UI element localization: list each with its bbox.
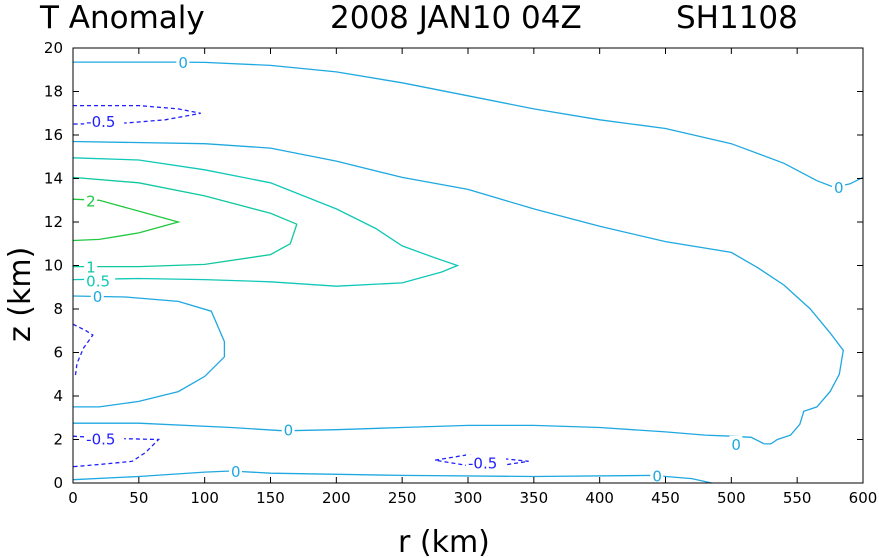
- contour-label-4-0: 0: [231, 463, 241, 481]
- x-tick-label-50: 50: [129, 489, 148, 507]
- y-tick-label-16: 16: [44, 126, 63, 144]
- contour-label-4-1: 0: [652, 467, 662, 485]
- contour-label-2-0: 0: [731, 436, 741, 454]
- contour-label-bg-2-0: [729, 435, 743, 452]
- contour-line-0: [73, 61, 864, 188]
- contour-label-6-0: 1: [86, 259, 96, 277]
- contour-line-6: [72, 176, 298, 268]
- x-tick-label-400: 400: [585, 489, 614, 507]
- x-axis-label: r (km): [398, 525, 490, 558]
- contour-line-4: [72, 470, 712, 484]
- contour-line-2: [73, 422, 765, 445]
- x-tick-label-250: 250: [388, 489, 417, 507]
- x-tick-label-500: 500: [717, 489, 746, 507]
- contour-label-bg-4-1: [650, 467, 664, 484]
- chart-title-storm-id: SH1108: [676, 0, 798, 36]
- contour-label-7-0: 2: [86, 192, 96, 210]
- contour-label-bg-3-0: [90, 287, 104, 304]
- chart-title-datetime: 2008 JAN10 04Z: [330, 0, 582, 36]
- x-tick-label-450: 450: [651, 489, 680, 507]
- contour-label-8-0: -0.5: [86, 113, 115, 131]
- x-tick-label-350: 350: [520, 489, 549, 507]
- contour-label-bg-1-0: [832, 179, 846, 196]
- plot-frame: [72, 47, 864, 484]
- x-tick-label-100: 100: [190, 489, 219, 507]
- contour-label-11-0: -0.5: [468, 454, 497, 472]
- x-axis-ticks: 0 50 100 150 200 250 300 350 400 450 500 550 600: [68, 48, 877, 507]
- contour-label-10-0: -0.5: [86, 430, 115, 448]
- y-tick-label-14: 14: [44, 170, 63, 188]
- x-tick-label-550: 550: [783, 489, 812, 507]
- contour-line-9: [72, 323, 94, 377]
- x-tick-label-0: 0: [68, 489, 78, 507]
- contour-label-bg-7-0: [84, 192, 98, 209]
- y-axis-label: z (km): [3, 247, 38, 342]
- contour-label-bg-6-0: [84, 258, 98, 275]
- contour-line-1: [72, 140, 844, 445]
- contour-label-3-0: 0: [93, 288, 103, 306]
- y-tick-label-2: 2: [53, 431, 63, 449]
- y-tick-label-0: 0: [53, 474, 63, 492]
- contour-label-5-0: 0.5: [86, 273, 110, 291]
- x-tick-label-150: 150: [256, 489, 285, 507]
- contour-label-bg-0-0: [176, 54, 190, 71]
- contour-label-bg-5-0: [84, 272, 116, 289]
- y-tick-label-18: 18: [44, 83, 63, 101]
- contour-line-8: [72, 104, 201, 125]
- contour-label-bg-11-0: [466, 454, 506, 471]
- y-tick-label-8: 8: [53, 300, 63, 318]
- contour-label-2-1: 0: [284, 422, 294, 440]
- y-tick-label-20: 20: [44, 39, 63, 57]
- contour-label-bg-10-0: [84, 430, 125, 447]
- y-tick-label-6: 6: [53, 344, 63, 362]
- contour-label-bg-8-0: [84, 112, 125, 129]
- y-tick-label-10: 10: [44, 257, 63, 275]
- contour-label-bg-4-0: [229, 463, 242, 480]
- contour-line-5: [72, 157, 460, 287]
- x-tick-label-300: 300: [454, 489, 483, 507]
- chart-title-variable: T Anomaly: [39, 0, 205, 36]
- contour-label-0-0: 0: [178, 54, 188, 72]
- contour-line-3: [72, 295, 226, 408]
- y-tick-label-12: 12: [44, 213, 63, 231]
- contour-label-bg-2-1: [281, 421, 295, 438]
- contour-lines: [72, 61, 864, 484]
- contour-line-7: [72, 198, 181, 242]
- x-tick-label-600: 600: [849, 489, 878, 507]
- y-tick-label-4: 4: [53, 387, 63, 405]
- contour-label-1-0: 0: [834, 179, 844, 197]
- x-tick-label-200: 200: [322, 489, 351, 507]
